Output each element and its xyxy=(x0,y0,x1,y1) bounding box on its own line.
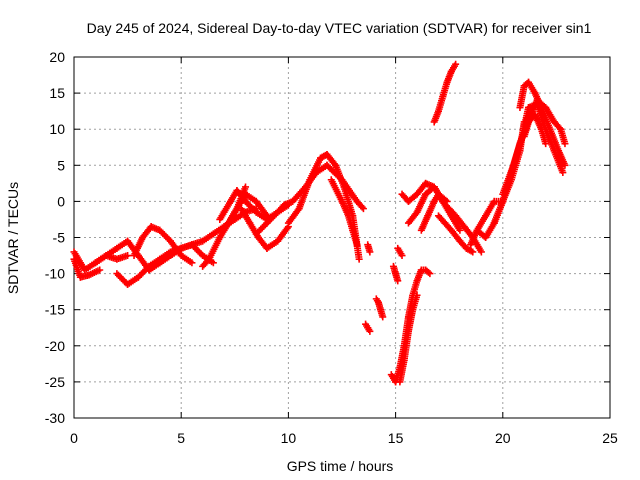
data-point xyxy=(394,277,402,285)
series-arc-06 xyxy=(145,205,260,274)
data-point xyxy=(559,169,567,177)
series-arc-16 xyxy=(364,241,374,256)
data-point xyxy=(443,197,451,205)
data-point xyxy=(398,252,406,260)
x-axis-label: GPS time / hours xyxy=(287,458,394,474)
x-tick-label: 20 xyxy=(495,430,511,446)
series-arc-09 xyxy=(216,187,292,223)
data-point xyxy=(366,327,374,335)
data-point xyxy=(242,183,250,191)
x-tick-label: 5 xyxy=(177,430,185,446)
data-point xyxy=(561,140,569,148)
y-tick-label: 15 xyxy=(49,85,65,101)
series-arc-17 xyxy=(372,295,387,321)
y-tick-label: 20 xyxy=(49,49,65,65)
y-tick-label: 5 xyxy=(57,157,65,173)
series-arc-20 xyxy=(396,291,421,386)
tick-layer: 0 5 10 15 20 25 20 15 10 5 0 -5 -10 -15 -20 -25 -30 xyxy=(45,49,618,446)
y-tick-label: -20 xyxy=(45,338,65,354)
data-point xyxy=(358,203,366,211)
y-tick-label: -30 xyxy=(45,410,65,426)
data-point xyxy=(96,266,104,274)
series-arc-14 xyxy=(327,176,361,249)
data-point xyxy=(477,248,485,256)
data-point xyxy=(561,161,569,169)
data-point xyxy=(413,291,421,299)
series-arc-33 xyxy=(520,96,569,148)
x-tick-label: 15 xyxy=(388,430,404,446)
series-arc-02 xyxy=(70,255,104,281)
x-tick-label: 0 xyxy=(70,430,78,446)
series-arc-15 xyxy=(362,320,374,335)
data-point xyxy=(188,259,196,267)
data-point xyxy=(452,60,460,68)
series-arc-18 xyxy=(389,262,402,285)
series-arc-26 xyxy=(434,212,477,256)
data-point xyxy=(424,268,432,276)
data-point xyxy=(379,313,387,321)
x-tick-label: 25 xyxy=(602,430,618,446)
series-arc-25 xyxy=(430,60,460,126)
y-tick-label: -10 xyxy=(45,266,65,282)
marker-layer xyxy=(70,60,569,386)
y-axis-label: SDTVAR / TECUs xyxy=(5,182,21,294)
data-point xyxy=(366,248,374,256)
data-point xyxy=(426,270,434,278)
data-point xyxy=(469,248,477,256)
series-arc-24 xyxy=(417,190,451,234)
data-point xyxy=(359,205,367,213)
y-tick-label: 10 xyxy=(49,121,65,137)
y-tick-label: -15 xyxy=(45,302,65,318)
data-point xyxy=(209,259,217,267)
data-point xyxy=(355,255,363,263)
data-point xyxy=(555,124,563,132)
data-point xyxy=(442,196,450,204)
y-tick-label: -5 xyxy=(53,230,66,246)
y-tick-label: -25 xyxy=(45,374,65,390)
x-tick-label: 10 xyxy=(281,430,297,446)
series-arc-21 xyxy=(394,244,406,260)
y-tick-label: 0 xyxy=(57,193,65,209)
series-arc-13 xyxy=(289,161,367,213)
data-point xyxy=(124,252,132,260)
data-point xyxy=(456,226,464,234)
data-point xyxy=(353,241,361,249)
chart-title: Day 245 of 2024, Sidereal Day-to-day VTE… xyxy=(87,20,592,36)
series-arc-10 xyxy=(237,205,292,252)
